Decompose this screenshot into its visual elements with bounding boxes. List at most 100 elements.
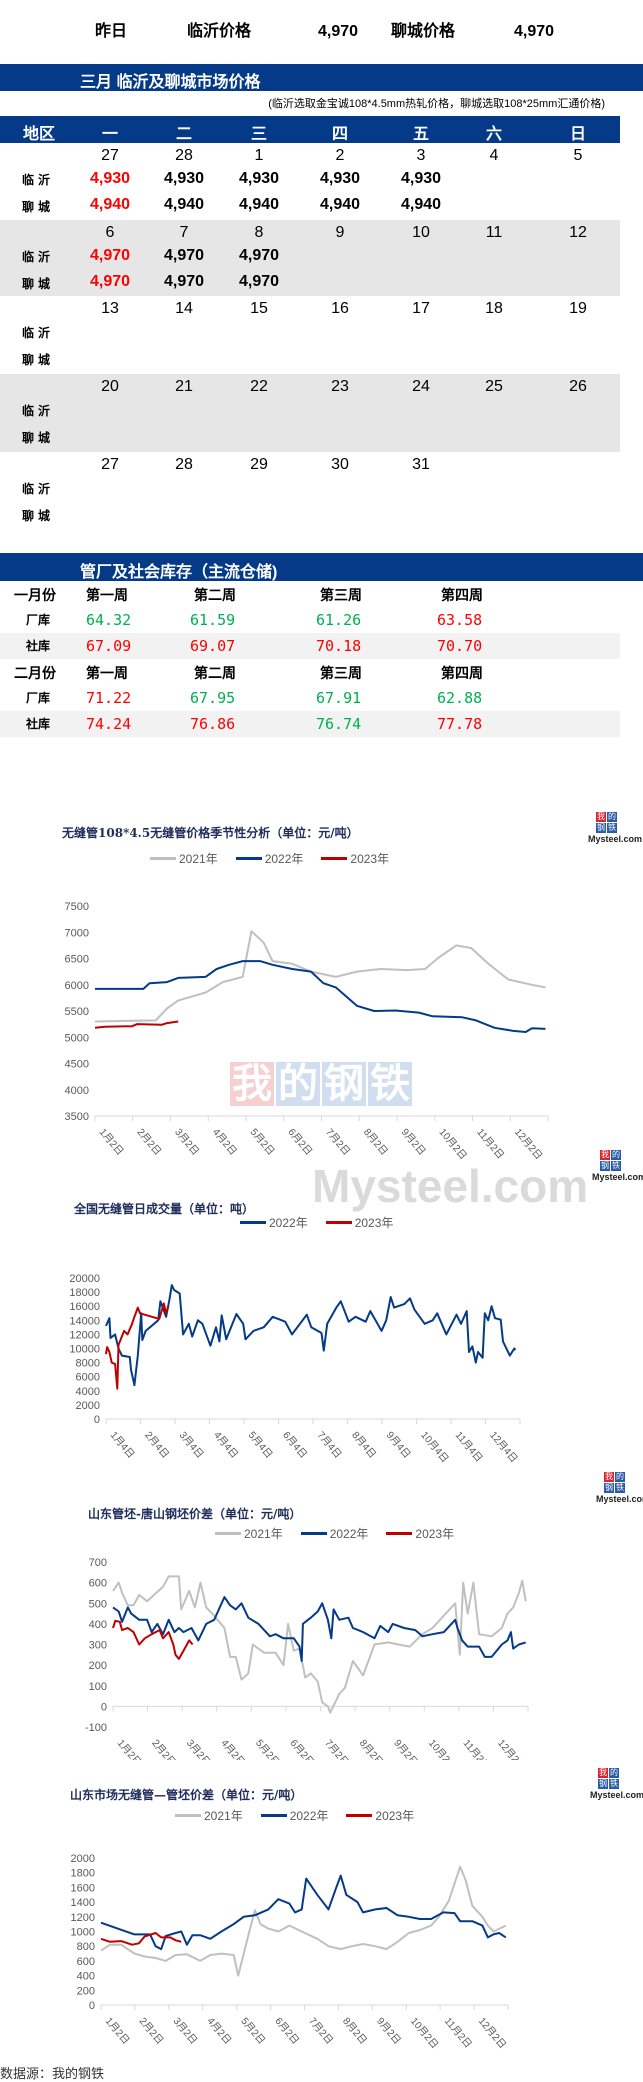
calendar-header-row: 地区 一 二 三 四 五 六 日 — [0, 116, 620, 143]
chart-legend: 2021年 2022年 2023年 — [175, 1807, 414, 1824]
x-tick-label: 8月2日 — [340, 2015, 369, 2047]
watermark-char: 钢 — [322, 1060, 366, 1107]
logo-char: 钢 — [604, 1483, 614, 1493]
week-label: 第一周 — [86, 666, 128, 682]
y-tick-label: 6000 — [76, 1372, 100, 1384]
liaocheng-price: 4,970 — [89, 273, 131, 290]
inventory-value: 62.88 — [437, 689, 483, 707]
watermark-text: Mysteel.com — [312, 1160, 589, 1212]
logo-text: Mysteel.com — [592, 1172, 643, 1182]
calendar-date: 16 — [331, 300, 349, 317]
legend-label: 2021年 — [204, 1809, 243, 1823]
legend-swatch — [386, 1532, 413, 1535]
logo-char: 钢 — [600, 1161, 610, 1171]
row-label-liaocheng: 聊城 — [22, 277, 55, 291]
liaocheng-price-label: 聊城价格 — [391, 23, 456, 40]
logo-char: 我 — [604, 1472, 614, 1482]
y-tick-label: 3500 — [65, 1111, 89, 1123]
legend-label: 2022年 — [289, 1809, 329, 1823]
x-tick-label: 4月2日 — [204, 2015, 233, 2047]
x-tick-label: 9月4日 — [384, 1429, 413, 1461]
x-tick-label: 12月2日 — [476, 2015, 509, 2051]
calendar-date: 17 — [412, 300, 430, 317]
y-tick-label: 1400 — [71, 1897, 95, 1909]
calendar-date: 23 — [331, 378, 349, 395]
inventory-row: 厂库 64.32 61.59 61.26 63.58 — [0, 607, 620, 633]
x-tick-label: 3月4日 — [177, 1429, 206, 1461]
week-label: 第二周 — [194, 588, 236, 604]
x-tick-label: 11月2日 — [461, 1737, 493, 1760]
x-tick-label: 7月4日 — [315, 1429, 344, 1461]
inventory-value: 67.09 — [86, 637, 132, 655]
calendar-week: 临沂 聊城 20 21 22 23 24 25 26 — [0, 374, 620, 452]
inventory-row: 厂库 71.22 67.95 67.91 62.88 — [0, 685, 620, 711]
legend-swatch — [235, 857, 262, 860]
logo-char: 钢 — [596, 823, 606, 833]
y-tick-label: 700 — [89, 1557, 107, 1569]
calendar-date: 29 — [250, 456, 268, 473]
week-label: 第二周 — [194, 666, 236, 682]
legend-swatch — [300, 1532, 327, 1535]
inventory-value: 70.70 — [437, 637, 483, 655]
x-tick-label: 2月2日 — [137, 2015, 166, 2047]
series-line-2021年 — [112, 1575, 527, 1714]
legend-swatch — [325, 1221, 352, 1224]
logo-char: 铁 — [615, 1483, 625, 1493]
legend-label: 2021年 — [179, 852, 218, 866]
inventory-month-row: 一月份 第一周 第二周 第三周 第四周 — [0, 581, 620, 607]
legend-swatch — [260, 1814, 287, 1817]
legend-item: 2021年 — [215, 1525, 283, 1542]
y-tick-label: 20000 — [69, 1273, 100, 1285]
y-tick-label: 800 — [77, 1941, 95, 1953]
inventory-row-label: 厂库 — [26, 613, 51, 627]
inventory-value: 76.86 — [190, 715, 236, 733]
y-tick-label: 4500 — [65, 1059, 89, 1071]
inventory-value: 61.26 — [316, 611, 362, 629]
x-tick-label: 10月2日 — [408, 2015, 441, 2051]
calendar-date: 1 — [254, 147, 264, 164]
chart-plot: 3500400045005000550060006500700075001月2日… — [65, 901, 549, 1162]
row-label-linyi: 临沂 — [22, 404, 55, 418]
y-tick-label: 400 — [77, 1971, 95, 1983]
x-tick-label: 3月2日 — [184, 1737, 213, 1760]
linyi-price: 4,930 — [163, 170, 205, 187]
logo-char: 的 — [611, 1150, 621, 1160]
row-label-liaocheng: 聊城 — [22, 353, 55, 367]
chart-legend: 2022年 2023年 — [240, 1214, 393, 1231]
calendar-date: 12 — [569, 224, 587, 241]
calendar-note: (临沂选取金宝诚108*4.5mm热轧价格，聊城选取108*25mm汇通价格) — [268, 98, 605, 110]
legend-item: 2021年 — [175, 1807, 243, 1824]
y-tick-label: 1200 — [71, 1912, 95, 1924]
legend-item: 2023年 — [325, 1214, 393, 1231]
calendar-date: 27 — [101, 456, 119, 473]
week-label: 第四周 — [441, 588, 483, 604]
y-tick-label: 7000 — [65, 927, 89, 939]
linyi-price: 4,970 — [163, 247, 205, 264]
y-tick-label: 0 — [94, 1414, 100, 1426]
legend-item: 2022年 — [260, 1807, 329, 1824]
linyi-price: 4,970 — [89, 247, 131, 264]
x-tick-label: 4月4日 — [211, 1429, 240, 1461]
series-line-2023年 — [100, 1932, 182, 1946]
x-tick-label: 6月4日 — [280, 1429, 309, 1461]
inventory-row-label: 社库 — [26, 639, 51, 653]
liaocheng-price: 4,970 — [238, 273, 280, 290]
y-tick-label: 5500 — [65, 1006, 89, 1018]
legend-label: 2022年 — [329, 1527, 369, 1541]
x-tick-label: 10月2日 — [426, 1737, 459, 1760]
calendar-title: 三月 临沂及聊城市场价格 — [80, 74, 261, 91]
liaocheng-price: 4,940 — [319, 196, 361, 213]
calendar-date: 28 — [175, 147, 193, 164]
y-tick-label: 14000 — [69, 1315, 100, 1327]
y-tick-label: 4000 — [76, 1386, 100, 1398]
legend-label: 2023年 — [350, 852, 390, 866]
x-tick-label: 8月2日 — [357, 1737, 386, 1760]
inventory-title: 管厂及社会库存（主流仓储) — [80, 564, 278, 581]
y-tick-label: 0 — [89, 2000, 95, 2012]
series-line-2023年 — [112, 1619, 194, 1660]
chart-2: 全国无缝管日成交量（单位：吨）我的钢铁 Mysteel.com 2022年 2023年… — [0, 1130, 643, 1465]
series-line-2023年 — [94, 1020, 179, 1029]
series-line-2022年 — [112, 1596, 526, 1662]
x-tick-label: 7月2日 — [306, 2015, 335, 2047]
